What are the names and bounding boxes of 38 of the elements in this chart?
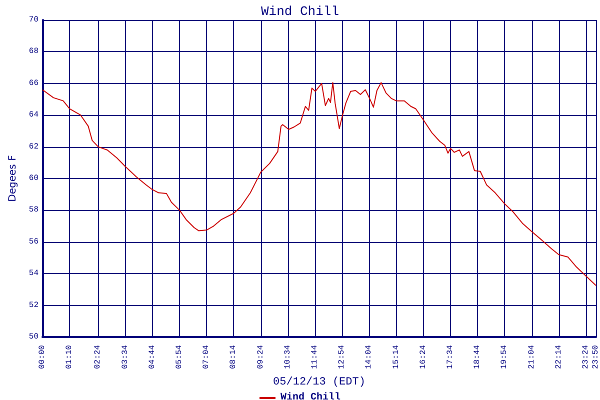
x-tick-label: 03:34	[120, 344, 130, 370]
y-tick-label: 52	[28, 300, 39, 310]
y-tick-label: 56	[28, 237, 39, 246]
x-tick-label: 18:44	[473, 344, 482, 370]
x-tick-label: 23:24	[581, 344, 590, 370]
x-tick-label: 11:44	[310, 344, 320, 370]
x-tick-label: 05:54	[175, 344, 184, 370]
x-tick-label: 23:50	[592, 344, 600, 370]
x-tick-label: 08:14	[229, 344, 238, 370]
x-axis-title: 05/12/13 (EDT)	[273, 376, 366, 388]
y-axis-title: Degees F	[8, 154, 18, 202]
y-tick-label: 60	[28, 174, 39, 183]
x-tick-label: 17:34	[446, 344, 455, 370]
line-series	[42, 82, 596, 286]
y-tick-label: 70	[28, 16, 39, 24]
x-tick-label: 16:24	[418, 344, 428, 370]
x-tick-label: 00:00	[38, 344, 47, 370]
x-tick-label: 14:04	[364, 344, 374, 370]
x-tick-label: 15:14	[392, 344, 401, 370]
y-tick-label: 62	[28, 142, 39, 152]
y-tick-label: 50	[28, 332, 39, 342]
x-tick-label: 19:54	[500, 344, 510, 370]
x-tick-label: 04:44	[148, 344, 157, 370]
y-tick-label: 58	[28, 206, 39, 215]
x-tick-label: 21:04	[527, 344, 536, 370]
chart-title: Wind Chill	[260, 4, 340, 19]
y-tick-label: 64	[28, 110, 39, 120]
x-tick-label: 01:10	[65, 344, 74, 370]
x-tick-label: 02:24	[94, 344, 103, 370]
x-tick-label: 10:34	[283, 344, 292, 370]
y-tick-label: 68	[28, 47, 39, 56]
x-tick-label: 12:54	[338, 344, 347, 370]
y-tick-label: 66	[28, 78, 39, 88]
x-tick-label: 07:04	[202, 344, 212, 370]
y-tick-label: 54	[28, 269, 39, 278]
x-tick-label: 22:14	[554, 344, 564, 370]
x-tick-label: 09:24	[256, 344, 266, 370]
legend-label: Wind Chill	[280, 392, 341, 400]
